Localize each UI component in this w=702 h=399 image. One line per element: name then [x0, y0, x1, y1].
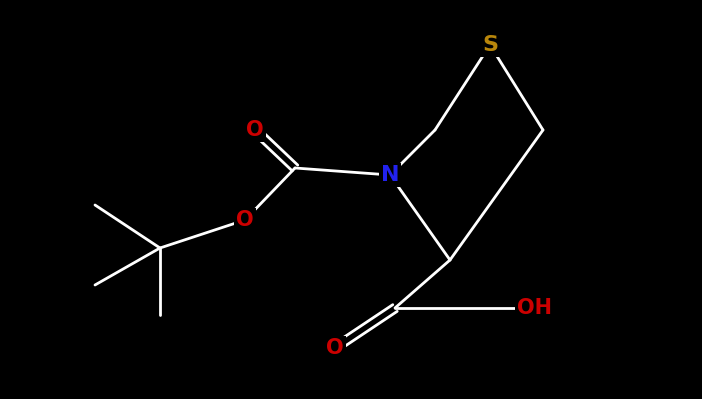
Text: N: N	[380, 165, 399, 185]
Text: O: O	[326, 338, 344, 358]
Text: S: S	[482, 35, 498, 55]
Text: O: O	[236, 210, 254, 230]
Text: O: O	[246, 120, 264, 140]
Text: OH: OH	[517, 298, 552, 318]
